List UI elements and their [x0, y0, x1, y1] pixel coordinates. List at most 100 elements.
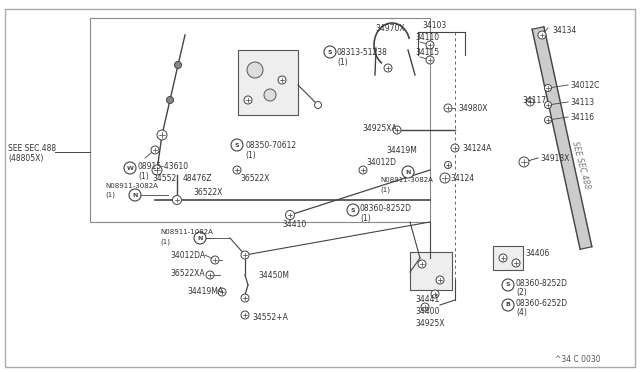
Circle shape	[211, 256, 219, 264]
Text: 34113: 34113	[570, 97, 594, 106]
Text: 08360-6252D: 08360-6252D	[516, 298, 568, 308]
Circle shape	[241, 311, 249, 319]
Text: 08313-51238: 08313-51238	[337, 48, 388, 57]
Circle shape	[545, 116, 552, 124]
Text: 34012DA: 34012DA	[170, 251, 205, 260]
Text: 34925X: 34925X	[415, 320, 445, 328]
Circle shape	[502, 279, 514, 291]
Circle shape	[324, 46, 336, 58]
Text: (48805X): (48805X)	[8, 154, 44, 163]
Text: 34406: 34406	[525, 248, 549, 257]
Circle shape	[359, 166, 367, 174]
Circle shape	[538, 31, 546, 39]
Circle shape	[431, 290, 439, 298]
Text: 34116: 34116	[570, 112, 594, 122]
Bar	[238, 50, 298, 115]
Circle shape	[347, 204, 359, 216]
Text: 48476Z: 48476Z	[183, 173, 212, 183]
Circle shape	[512, 259, 520, 267]
Text: 36522XA: 36522XA	[170, 269, 205, 279]
Text: (1): (1)	[380, 187, 390, 193]
Circle shape	[278, 76, 286, 84]
Text: S: S	[235, 142, 239, 148]
Text: 08350-70612: 08350-70612	[245, 141, 296, 150]
Circle shape	[314, 102, 321, 109]
Circle shape	[384, 64, 392, 72]
Text: (1): (1)	[138, 171, 148, 180]
Text: 36522X: 36522X	[193, 187, 222, 196]
Circle shape	[231, 139, 243, 151]
Circle shape	[157, 130, 167, 140]
Text: 34552+A: 34552+A	[252, 314, 288, 323]
Text: 08360-8252D: 08360-8252D	[516, 279, 568, 288]
Circle shape	[241, 294, 249, 302]
Text: S: S	[351, 208, 355, 212]
Text: W: W	[127, 166, 133, 170]
Bar	[410, 252, 452, 290]
Text: 34124: 34124	[450, 173, 474, 183]
Circle shape	[124, 162, 136, 174]
Text: 34400: 34400	[415, 308, 440, 317]
Circle shape	[218, 288, 226, 296]
Circle shape	[526, 98, 534, 106]
Circle shape	[499, 254, 507, 262]
Text: 34110: 34110	[415, 32, 439, 42]
Text: N: N	[132, 192, 138, 198]
Text: S: S	[506, 282, 510, 288]
Text: 34918X: 34918X	[540, 154, 570, 163]
Text: 34134: 34134	[552, 26, 576, 35]
Circle shape	[545, 102, 552, 109]
Circle shape	[426, 41, 434, 49]
Circle shape	[444, 104, 452, 112]
Circle shape	[445, 161, 451, 169]
Text: N08911-3082A: N08911-3082A	[105, 183, 158, 189]
Circle shape	[393, 126, 401, 134]
Circle shape	[152, 165, 162, 175]
Text: 34419MA: 34419MA	[187, 288, 223, 296]
Text: ^34 C 0030: ^34 C 0030	[555, 356, 600, 365]
Text: S: S	[328, 49, 332, 55]
Text: 34925XA: 34925XA	[362, 124, 397, 132]
Circle shape	[175, 61, 182, 68]
Text: 08360-8252D: 08360-8252D	[360, 203, 412, 212]
Text: SEE SEC.488: SEE SEC.488	[8, 144, 56, 153]
Circle shape	[244, 96, 252, 104]
Text: (1): (1)	[105, 192, 115, 198]
Circle shape	[264, 89, 276, 101]
Text: 34441: 34441	[415, 295, 439, 305]
Text: B: B	[506, 302, 511, 308]
Text: 34552: 34552	[152, 173, 176, 183]
Text: 34980X: 34980X	[458, 103, 488, 112]
Text: 34012D: 34012D	[366, 157, 396, 167]
Circle shape	[241, 251, 249, 259]
Text: 34012C: 34012C	[570, 80, 600, 90]
Circle shape	[129, 189, 141, 201]
Text: 36522X: 36522X	[240, 173, 269, 183]
Text: (1): (1)	[360, 214, 371, 222]
Text: 34450M: 34450M	[258, 270, 289, 279]
Text: N08911-3082A: N08911-3082A	[380, 177, 433, 183]
Circle shape	[402, 166, 414, 178]
Text: 34117: 34117	[522, 96, 546, 105]
Text: SEE SEC.488: SEE SEC.488	[570, 140, 591, 190]
Circle shape	[502, 299, 514, 311]
Text: 08915-43610: 08915-43610	[138, 161, 189, 170]
Circle shape	[436, 276, 444, 284]
Text: (1): (1)	[160, 239, 170, 245]
Circle shape	[151, 146, 159, 154]
Circle shape	[233, 166, 241, 174]
Circle shape	[173, 196, 182, 205]
Text: (2): (2)	[516, 289, 527, 298]
Circle shape	[418, 260, 426, 268]
Bar	[493, 246, 523, 270]
Text: 34124A: 34124A	[462, 144, 492, 153]
Circle shape	[451, 144, 459, 152]
Circle shape	[247, 62, 263, 78]
Circle shape	[545, 84, 552, 92]
Text: N08911-1082A: N08911-1082A	[160, 229, 213, 235]
Circle shape	[426, 56, 434, 64]
Circle shape	[166, 96, 173, 103]
Text: 34419M: 34419M	[386, 145, 417, 154]
Text: (1): (1)	[337, 58, 348, 67]
Text: 34103: 34103	[422, 20, 446, 29]
